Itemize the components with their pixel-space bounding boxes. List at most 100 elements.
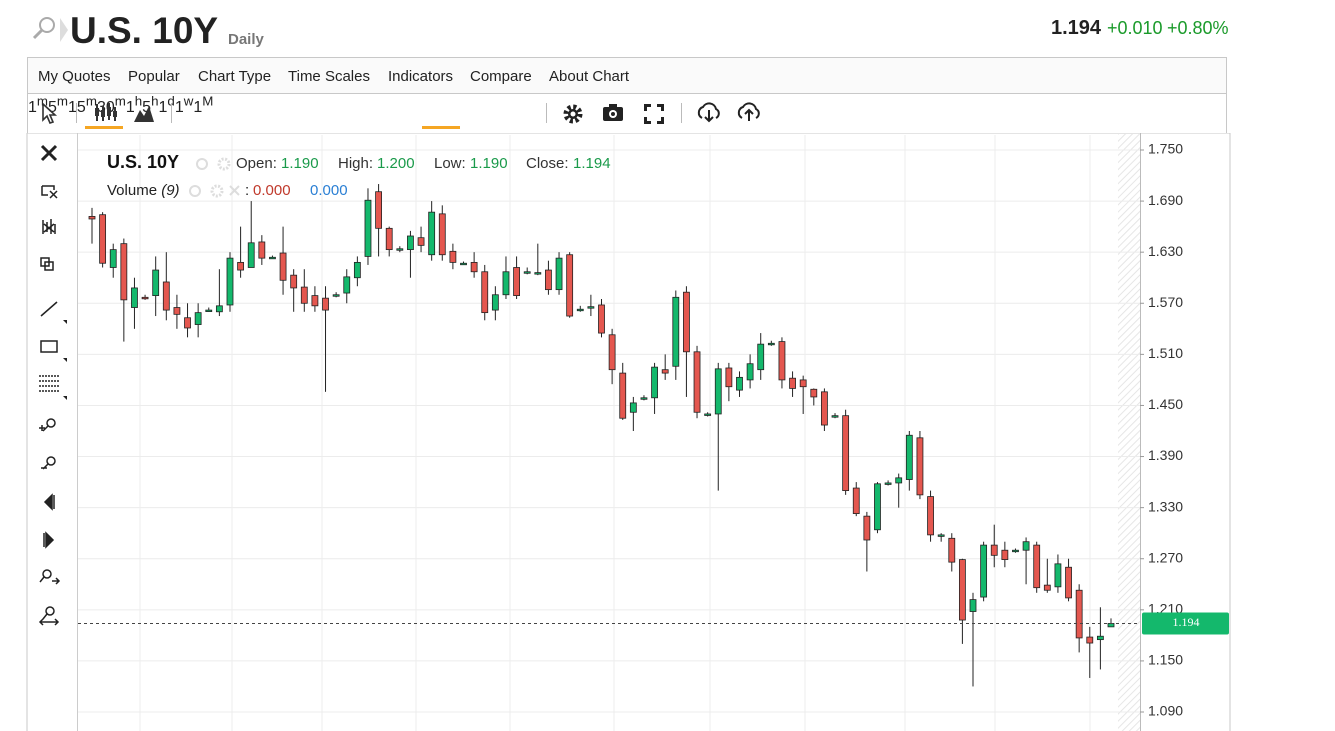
search-icon[interactable]	[30, 14, 70, 46]
menu-item[interactable]: Compare	[470, 68, 532, 85]
candle-body	[576, 308, 584, 312]
legend-symbol: U.S. 10Y	[107, 152, 179, 172]
candle-body	[1075, 589, 1083, 639]
candle-body	[353, 261, 361, 279]
candle-body	[767, 342, 775, 346]
menu-item[interactable]: My Quotes	[38, 68, 111, 85]
legend-label: Close:	[526, 155, 569, 172]
eye-icon[interactable]	[189, 185, 201, 197]
download-icon[interactable]	[696, 101, 722, 125]
candle-body	[523, 271, 531, 274]
period: Daily	[228, 31, 264, 48]
fullscreen-icon[interactable]	[642, 102, 666, 126]
remove-icon[interactable]	[229, 185, 240, 196]
clear-tool[interactable]	[42, 219, 56, 234]
candle-body	[120, 243, 128, 301]
candle-body	[1096, 635, 1104, 641]
candle-body	[343, 276, 351, 294]
y-tick-label: 1.750	[1148, 141, 1183, 157]
clone-tool[interactable]	[40, 257, 54, 271]
candle-body	[810, 388, 818, 398]
scroll-right-tool[interactable]	[45, 531, 55, 549]
menu-item[interactable]: Chart Type	[198, 68, 272, 85]
y-tick-label: 1.510	[1148, 345, 1183, 361]
legend-value: 1.194	[573, 155, 611, 172]
candle-body	[958, 559, 966, 621]
candle-body	[916, 437, 924, 496]
menu-item[interactable]: Popular	[128, 68, 180, 85]
timescale-button[interactable]: 1m	[28, 94, 48, 117]
candle-body	[778, 341, 786, 381]
timescale-button[interactable]: 1h	[126, 94, 142, 116]
timescale-number: 1	[174, 99, 184, 117]
candle-body	[438, 213, 446, 256]
candle-body	[237, 261, 245, 271]
scroll-left-tool[interactable]	[43, 493, 53, 511]
volume-label: Volume (9)	[107, 182, 180, 199]
candle-body	[757, 343, 765, 371]
rect-tool[interactable]	[40, 340, 58, 353]
close-tool[interactable]	[40, 144, 58, 162]
candle-type[interactable]	[92, 101, 118, 125]
timescale-number: 1	[193, 99, 203, 117]
camera-icon[interactable]	[601, 102, 625, 124]
candle-body	[396, 248, 404, 251]
fib-tool[interactable]	[39, 375, 59, 392]
timescale-button[interactable]: 1M	[193, 94, 213, 117]
candle-body	[534, 272, 542, 275]
zoom-x-in-tool[interactable]	[42, 569, 52, 579]
candle-body	[502, 271, 510, 296]
select-delete-tool[interactable]	[41, 185, 58, 199]
candle-body	[545, 269, 552, 291]
candle-body	[141, 296, 149, 300]
candle-body	[555, 257, 563, 291]
candle-body	[905, 434, 913, 480]
candle-body	[1033, 544, 1041, 589]
eye-icon[interactable]	[196, 158, 208, 170]
y-tick-label: 1.390	[1148, 447, 1183, 463]
legend-label: Open:	[236, 155, 277, 172]
line-tool[interactable]	[40, 301, 58, 317]
timescale-button[interactable]: 1w	[174, 94, 194, 117]
y-tick-label: 1.270	[1148, 549, 1183, 565]
change-pct: +0.80%	[1167, 18, 1229, 38]
pointer-tool[interactable]	[38, 102, 62, 126]
timescale-number: 1	[28, 99, 37, 117]
legend-value: 1.190	[281, 155, 319, 172]
gear-icon[interactable]	[217, 157, 231, 171]
active-underline	[422, 126, 460, 129]
zoom-in-tool[interactable]	[46, 418, 56, 428]
menu-item[interactable]: Time Scales	[288, 68, 370, 85]
change: +0.010	[1107, 18, 1163, 38]
candle-body	[1012, 549, 1019, 553]
candle-body	[725, 367, 733, 388]
zoom-out-tool[interactable]	[46, 456, 56, 466]
y-tick-label: 1.630	[1148, 243, 1183, 259]
volume-sep: :	[245, 182, 249, 199]
candle-body	[704, 413, 712, 416]
drawing-tools	[38, 144, 67, 626]
timescale-button[interactable]: 5m	[48, 94, 68, 116]
volume-value: 0.000	[310, 182, 348, 199]
zoom-x-out-tool[interactable]	[45, 606, 55, 616]
candle-body	[269, 256, 276, 260]
candle-body	[513, 267, 520, 297]
settings-icon[interactable]	[561, 102, 585, 126]
plot	[78, 184, 1140, 687]
gear-icon[interactable]	[210, 184, 224, 198]
timescale-button[interactable]: 1d	[159, 94, 175, 116]
candle-body	[736, 376, 743, 391]
area-type[interactable]	[132, 102, 156, 124]
menu-item[interactable]: Indicators	[388, 68, 454, 85]
separator	[76, 103, 77, 123]
timescale-button[interactable]: 5h	[142, 94, 158, 116]
upload-icon[interactable]	[736, 101, 762, 125]
candle-body	[311, 295, 319, 307]
menu-item[interactable]: About Chart	[549, 68, 630, 85]
candle-body	[215, 305, 223, 313]
legend-value: 1.190	[470, 155, 508, 172]
y-tick-label: 1.690	[1148, 192, 1183, 208]
y-tick-label: 1.150	[1148, 652, 1183, 668]
y-tick-label: 1.570	[1148, 294, 1183, 310]
